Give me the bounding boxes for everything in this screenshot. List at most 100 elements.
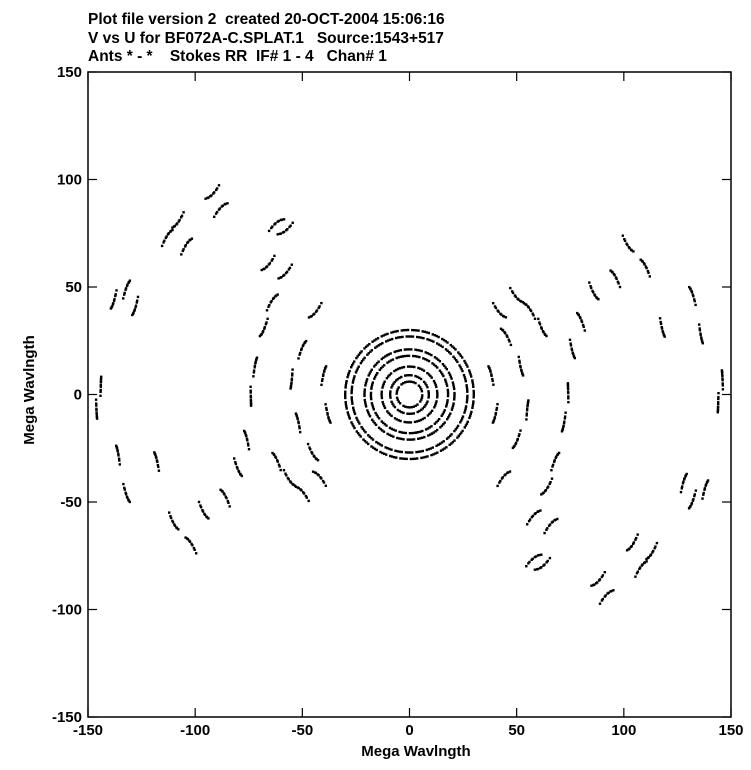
uv-point [297,357,300,360]
uv-point [451,381,455,384]
uv-point [215,188,218,192]
uv-point [538,321,541,324]
uv-point [492,419,496,422]
uv-point [405,348,409,351]
uv-point [412,354,415,358]
uv-point [391,337,394,341]
uv-point [455,359,458,362]
uv-point [444,340,447,343]
uv-point [395,392,398,395]
uv-point [315,457,318,461]
uv-point [392,382,395,385]
uv-point [490,373,493,376]
uv-point [398,437,401,440]
uv-point [128,279,132,282]
uv-point [403,354,407,358]
y-tick-label: -50 [60,494,82,511]
uv-point [410,380,413,383]
uv-point [699,333,702,337]
uv-point [372,446,375,449]
uv-point [398,409,401,413]
uv-point [356,355,359,358]
uv-point [438,418,441,421]
uv-point [215,187,219,190]
uv-point [380,392,383,395]
uv-point [428,338,431,342]
uv-point [634,575,637,578]
uv-point [278,465,281,468]
uv-point [403,420,406,424]
uv-point [701,342,704,345]
uv-point [239,473,242,476]
uv-point [461,417,464,420]
uv-point [125,284,129,287]
uv-point [537,317,540,321]
uv-point [390,331,393,334]
uv-point [254,361,257,365]
uv-point [498,481,501,484]
uv-point [367,374,370,377]
uv-point [449,375,452,378]
uv-point [372,420,375,423]
uv-point [348,369,351,373]
uv-point [569,342,572,345]
uv-point [392,428,395,431]
uv-point [525,414,528,417]
uv-point [639,566,642,569]
uv-point [213,215,216,218]
uv-point [375,345,379,348]
uv-point [424,404,427,407]
uv-point [531,557,534,560]
uv-point [623,238,626,241]
uv-point [374,346,377,349]
uv-point [124,287,128,290]
uv-point [442,374,445,378]
uv-point [380,420,383,423]
uv-point [453,391,456,395]
uv-point [682,480,685,483]
uv-point [173,524,177,527]
uv-point [433,381,437,385]
uv-point [402,431,405,434]
uv-point [381,384,385,387]
uv-point [377,417,381,420]
uv-point [322,373,325,376]
uv-point [544,489,548,492]
uv-point [652,549,655,553]
uv-point [440,424,444,427]
uv-point [430,453,433,457]
uv-point [560,430,564,433]
uv-point [391,402,394,405]
uv-point [507,338,510,341]
uv-point [277,277,280,280]
uv-point [546,527,549,530]
uv-point [693,298,696,301]
uv-point [366,409,369,412]
uv-point [568,338,572,341]
uv-point [324,365,328,368]
uv-point [388,338,392,341]
uv-point [413,329,416,332]
uv-point [362,438,365,441]
uv-point [426,427,430,430]
uv-point [127,499,130,502]
uv-point [700,337,703,341]
uv-point [573,356,576,360]
uv-point [124,288,127,291]
uv-point [99,388,102,392]
uv-point [407,354,411,357]
uv-point [414,374,417,378]
uv-point [469,412,472,416]
uv-point [399,349,402,352]
uv-point [217,208,221,211]
uv-point [270,259,273,262]
uv-point [351,423,354,426]
uv-point [324,484,327,487]
uv-point [413,457,417,460]
uv-point [298,425,301,428]
uv-point [122,482,125,486]
uv-point [464,377,467,381]
uv-point [526,400,530,404]
uv-point [201,509,204,512]
uv-point [175,223,178,226]
